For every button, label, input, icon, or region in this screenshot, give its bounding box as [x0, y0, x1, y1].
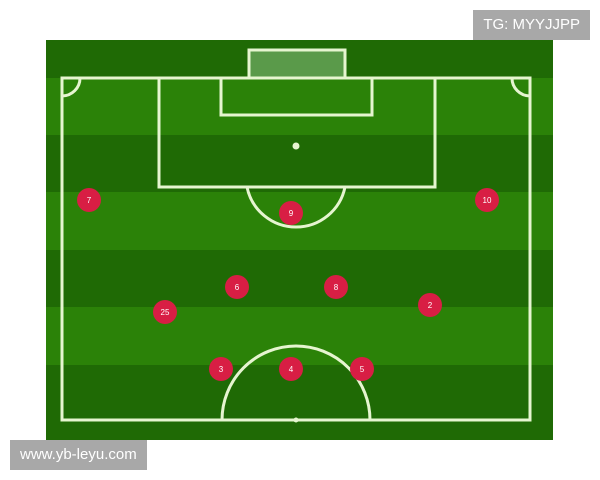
player-marker: 7 — [77, 188, 101, 212]
player-circle — [324, 275, 348, 299]
player-number: 2 — [428, 301, 433, 310]
watermark-bottom: www.yb-leyu.com — [10, 440, 147, 470]
watermark-top: TG: MYYJJPP — [473, 10, 590, 40]
player-marker: 4 — [279, 357, 303, 381]
penalty-arc — [245, 186, 347, 229]
player-marker: 2 — [418, 293, 442, 317]
player-circle — [279, 357, 303, 381]
player-number: 3 — [219, 365, 224, 374]
player-marker: 10 — [475, 188, 499, 212]
player-number: 10 — [483, 196, 492, 205]
player-marker: 3 — [209, 357, 233, 381]
player-number: 7 — [87, 196, 92, 205]
player-marker: 6 — [225, 275, 249, 299]
player-circle — [350, 357, 374, 381]
player-circle — [279, 201, 303, 225]
player-marker: 8 — [324, 275, 348, 299]
player-number: 6 — [235, 283, 240, 292]
player-circle — [225, 275, 249, 299]
pitch-stripe — [46, 307, 553, 365]
pitch-stripe — [46, 135, 553, 192]
corner-arc-right — [510, 77, 531, 98]
player-number: 4 — [289, 365, 294, 374]
player-circle — [77, 188, 101, 212]
player-marker: 9 — [279, 201, 303, 225]
center-circle — [220, 344, 372, 421]
player-marker: 25 — [153, 300, 177, 324]
penalty-spot — [292, 142, 300, 150]
player-number: 25 — [161, 308, 170, 317]
player-number: 5 — [360, 365, 365, 374]
goal-net — [247, 48, 347, 80]
player-number: 8 — [334, 283, 339, 292]
player-circle — [209, 357, 233, 381]
player-marker: 5 — [350, 357, 374, 381]
center-spot — [293, 417, 299, 423]
player-number: 9 — [289, 209, 294, 218]
player-circle — [418, 293, 442, 317]
pitch-stripe — [46, 250, 553, 307]
player-circle — [153, 300, 177, 324]
player-circle — [475, 188, 499, 212]
pitch-stripe — [46, 78, 553, 135]
corner-arc-left — [61, 77, 82, 98]
pitch-stripe — [46, 365, 553, 440]
